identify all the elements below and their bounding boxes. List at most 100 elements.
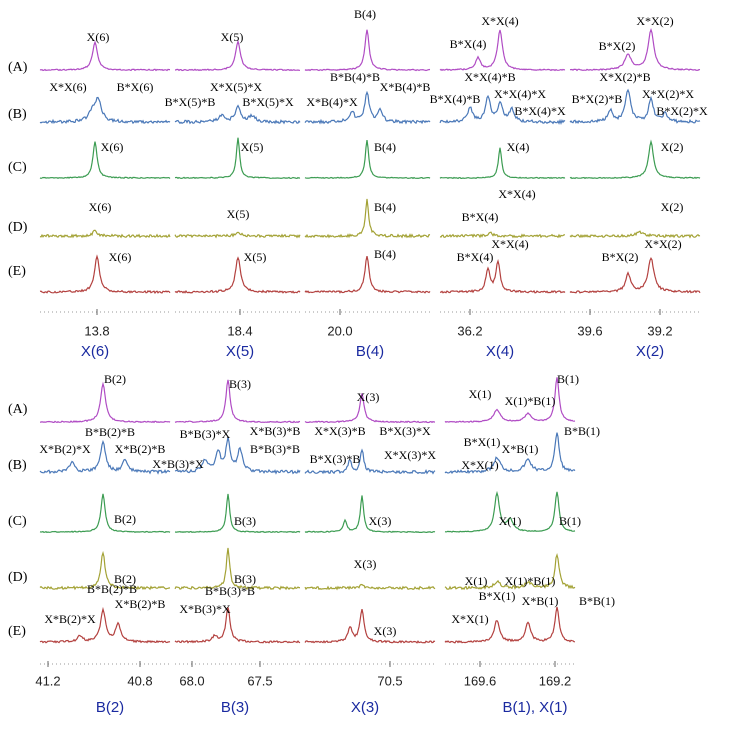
peak-label: X(3): [357, 390, 380, 404]
tick-label: 41.2: [35, 673, 60, 688]
spectrum-trace: [444, 606, 576, 644]
panel-title: B(4): [356, 343, 384, 360]
spectrum-trace: [39, 40, 170, 72]
peak-label: B*X(1): [464, 435, 501, 449]
peak-label: X*X(4): [498, 187, 535, 201]
peak-label: X*B(2)*B: [115, 442, 166, 456]
peak-label: B*B(3)*X: [180, 427, 231, 441]
row-label: (E): [8, 264, 26, 279]
tick-label: 169.2: [539, 673, 572, 688]
tick-label: 169.6: [464, 673, 497, 688]
peak-label: B*B(2)*B: [87, 582, 137, 596]
peak-label: X(3): [374, 624, 397, 638]
peak-label: B*X(2): [602, 250, 639, 264]
peak-label: X(3): [354, 557, 377, 571]
peak-label: X(4): [507, 140, 530, 154]
peak-label: X*X(1): [461, 458, 498, 472]
peak-label: B*X(2)*B: [572, 92, 623, 106]
peak-label: B(1): [559, 514, 581, 528]
spectrum-trace: [304, 255, 431, 294]
peak-label: B*B(2)*B: [85, 425, 135, 439]
row-label: (B): [8, 107, 27, 122]
peak-label: B*B(1): [564, 424, 600, 438]
spectrum-trace: [439, 258, 566, 294]
peak-label: B(4): [354, 7, 376, 21]
panel-title: B(3): [221, 699, 249, 716]
peak-label: X(6): [89, 200, 112, 214]
peak-label: X(5): [244, 250, 267, 264]
peak-label: B*B(3)*B: [205, 584, 255, 598]
peak-label: B*X(2)*X: [656, 104, 708, 118]
spectrum-trace: [39, 493, 171, 534]
peak-label: X(2): [661, 200, 684, 214]
peak-label: X(1): [499, 514, 522, 528]
spectrum-trace: [439, 94, 566, 125]
spectrum-trace: [304, 29, 431, 72]
peak-label: X(5): [241, 140, 264, 154]
spectrum-trace: [174, 379, 301, 424]
row-label: (A): [8, 402, 28, 417]
spectrum-trace: [444, 432, 576, 475]
panel-title: X(6): [81, 343, 109, 360]
peak-label: X*X(4): [491, 237, 528, 251]
panel-title: X(2): [636, 343, 664, 360]
spectrum-trace: [39, 550, 171, 591]
spectrum-trace: [39, 254, 171, 294]
spectrum-trace: [304, 90, 431, 125]
peak-label: X(1)*B(1): [505, 574, 556, 588]
spectrum-trace: [444, 490, 576, 533]
panel-title: X(4): [486, 343, 514, 360]
peak-label: X(6): [101, 140, 124, 154]
row-label: (D): [8, 220, 28, 235]
peak-label: X*X(3)*B: [314, 424, 365, 438]
peak-label: X*X(6): [49, 80, 86, 94]
peak-label: X(3): [369, 514, 392, 528]
peak-label: B*X(1): [479, 589, 516, 603]
peak-label: X(2): [661, 140, 684, 154]
peak-label: B(4): [374, 247, 396, 261]
row-label: (A): [8, 60, 28, 75]
peak-label: B*X(4): [450, 37, 487, 51]
row-label: (E): [8, 624, 26, 639]
peak-label: B(3): [234, 514, 256, 528]
peak-label: B*X(2): [599, 39, 636, 53]
peak-label: X(5): [227, 207, 250, 221]
peak-label: B*B(4)*B: [330, 70, 380, 84]
spectrum-trace: [444, 377, 576, 424]
peak-label: X*B(4)*X: [306, 95, 358, 109]
spectrum-trace: [444, 553, 576, 591]
spectrum-trace: [439, 29, 566, 72]
spectrum-trace: [569, 257, 701, 294]
tick-label: 70.5: [377, 673, 402, 688]
spectrum-trace: [174, 436, 301, 475]
tick-label: 39.6: [577, 323, 602, 338]
tick-label: 36.2: [457, 323, 482, 338]
tick-label: 39.2: [647, 323, 672, 338]
spectrum-trace: [439, 231, 565, 239]
peak-label: X*X(2): [644, 237, 681, 251]
spectrum-trace: [304, 608, 436, 644]
peak-label: X*X(3)*X: [384, 448, 436, 462]
spectrum-trace: [304, 198, 431, 239]
peak-label: X*X(2)*B: [599, 70, 650, 84]
spectrum-trace: [569, 88, 701, 124]
panel-title: X(5): [226, 343, 254, 360]
panel-title: B(2): [96, 699, 124, 716]
peak-label: B*X(3)*X: [379, 424, 431, 438]
tick-label: 67.5: [247, 673, 272, 688]
peak-label: B(2): [104, 372, 126, 386]
peak-label: X*B(1): [522, 594, 559, 608]
peak-label: X*X(2): [636, 14, 673, 28]
peak-label: X*X(4)*B: [464, 70, 515, 84]
spectrum-trace: [39, 141, 171, 180]
tick-label: 40.8: [127, 673, 152, 688]
spectrum-trace: [174, 493, 301, 534]
row-label: (D): [8, 570, 28, 585]
tick-label: 20.0: [327, 323, 352, 338]
peak-label: B*B(3)*B: [250, 442, 300, 456]
peak-label: B(1): [557, 372, 579, 386]
peak-label: B*X(4)*X: [514, 104, 566, 118]
peak-label: X*X(1): [451, 612, 488, 626]
peak-label: X(6): [109, 250, 132, 264]
peak-label: X*B(2)*X: [44, 612, 96, 626]
